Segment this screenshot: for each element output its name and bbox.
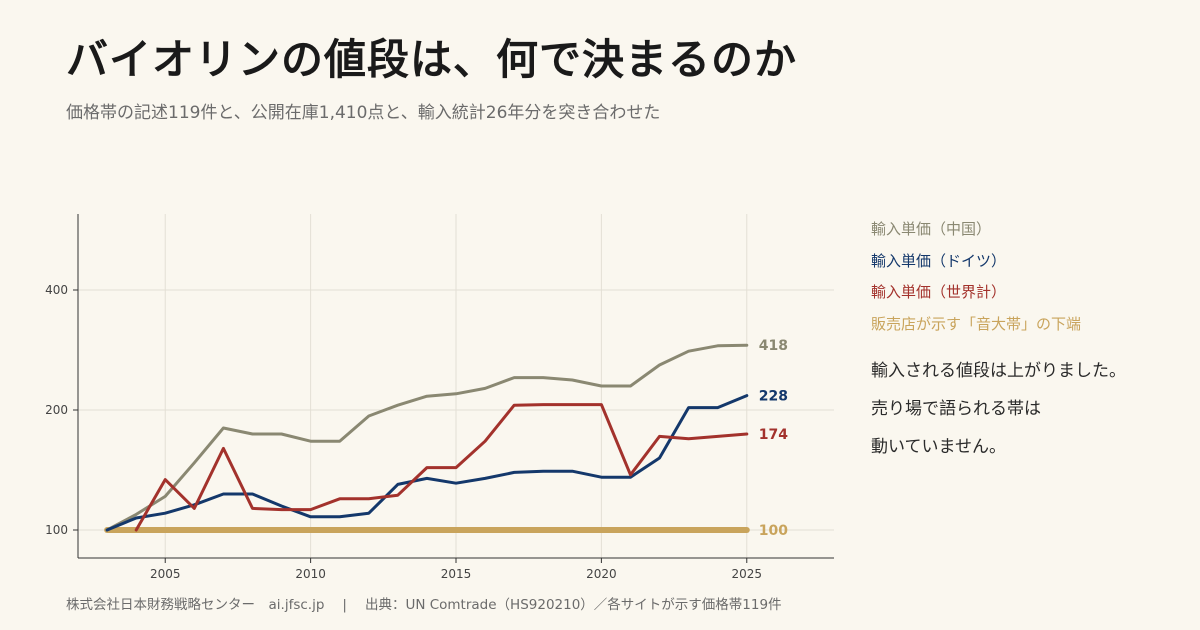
message-line: 売り場で語られる帯は — [871, 399, 1041, 419]
footer: 株式会社日本財務戦略センター ai.jfsc.jp | 出典：UN Comtrade… — [66, 593, 782, 613]
legend-label: 輸入単価（中国） — [871, 220, 992, 238]
legend-item-shop-band: 販売店が示す「音大帯」の下端 — [871, 309, 1081, 341]
chart-legend: 輸入単価（中国） 輸入単価（ドイツ） 輸入単価（世界計） 販売店が示す「音大帯」… — [871, 214, 1081, 340]
y-tick-label: 400 — [45, 283, 68, 297]
y-tick-label: 100 — [45, 523, 68, 537]
x-tick-label: 2005 — [150, 567, 181, 581]
series-end-label: 228 — [759, 389, 788, 405]
series-end-label: 174 — [759, 427, 788, 443]
series-end-labels: 100 418 228 174 — [759, 338, 788, 539]
chart-series — [104, 343, 750, 533]
y-axis-ticks: 100 200 400 — [45, 283, 78, 537]
footer-divider: | — [342, 597, 347, 613]
footer-org: 株式会社日本財務戦略センター ai.jfsc.jp — [66, 597, 325, 613]
x-tick-label: 2025 — [731, 567, 762, 581]
x-tick-label: 2015 — [441, 567, 472, 581]
series-line-0 — [105, 343, 749, 532]
x-tick-label: 2020 — [586, 567, 617, 581]
key-message: 輸入される値段は上がりました。 売り場で語られる帯は 動いていません。 — [871, 352, 1126, 466]
legend-label: 輸入単価（世界計） — [871, 283, 1007, 301]
series-end-label: 100 — [759, 523, 788, 539]
legend-label: 輸入単価（ドイツ） — [871, 251, 1007, 270]
message-line: 動いていません。 — [871, 437, 1006, 457]
legend-item-china: 輸入単価（中国） — [871, 214, 1081, 246]
page-subtitle: 価格帯の記述119件と、公開在庫1,410点と、輸入統計26年分を突き合わせた — [66, 103, 661, 123]
series-line-1 — [105, 394, 749, 532]
x-tick-label: 2010 — [295, 567, 326, 581]
message-line: 輸入される値段は上がりました。 — [871, 361, 1126, 381]
legend-item-world: 輸入単価（世界計） — [871, 277, 1081, 309]
series-line-2 — [134, 403, 749, 532]
legend-item-germany: 輸入単価（ドイツ） — [871, 246, 1081, 278]
y-tick-label: 200 — [45, 403, 68, 417]
series-end-label: 418 — [759, 338, 788, 354]
legend-label: 販売店が示す「音大帯」の下端 — [871, 314, 1082, 333]
footer-source: 出典：UN Comtrade（HS920210）／各サイトが示す価格帯119件 — [364, 597, 782, 613]
page-title: バイオリンの値段は、何で決まるのか — [66, 35, 798, 84]
x-axis-ticks: 2005 2010 2015 2020 2025 — [150, 558, 762, 581]
